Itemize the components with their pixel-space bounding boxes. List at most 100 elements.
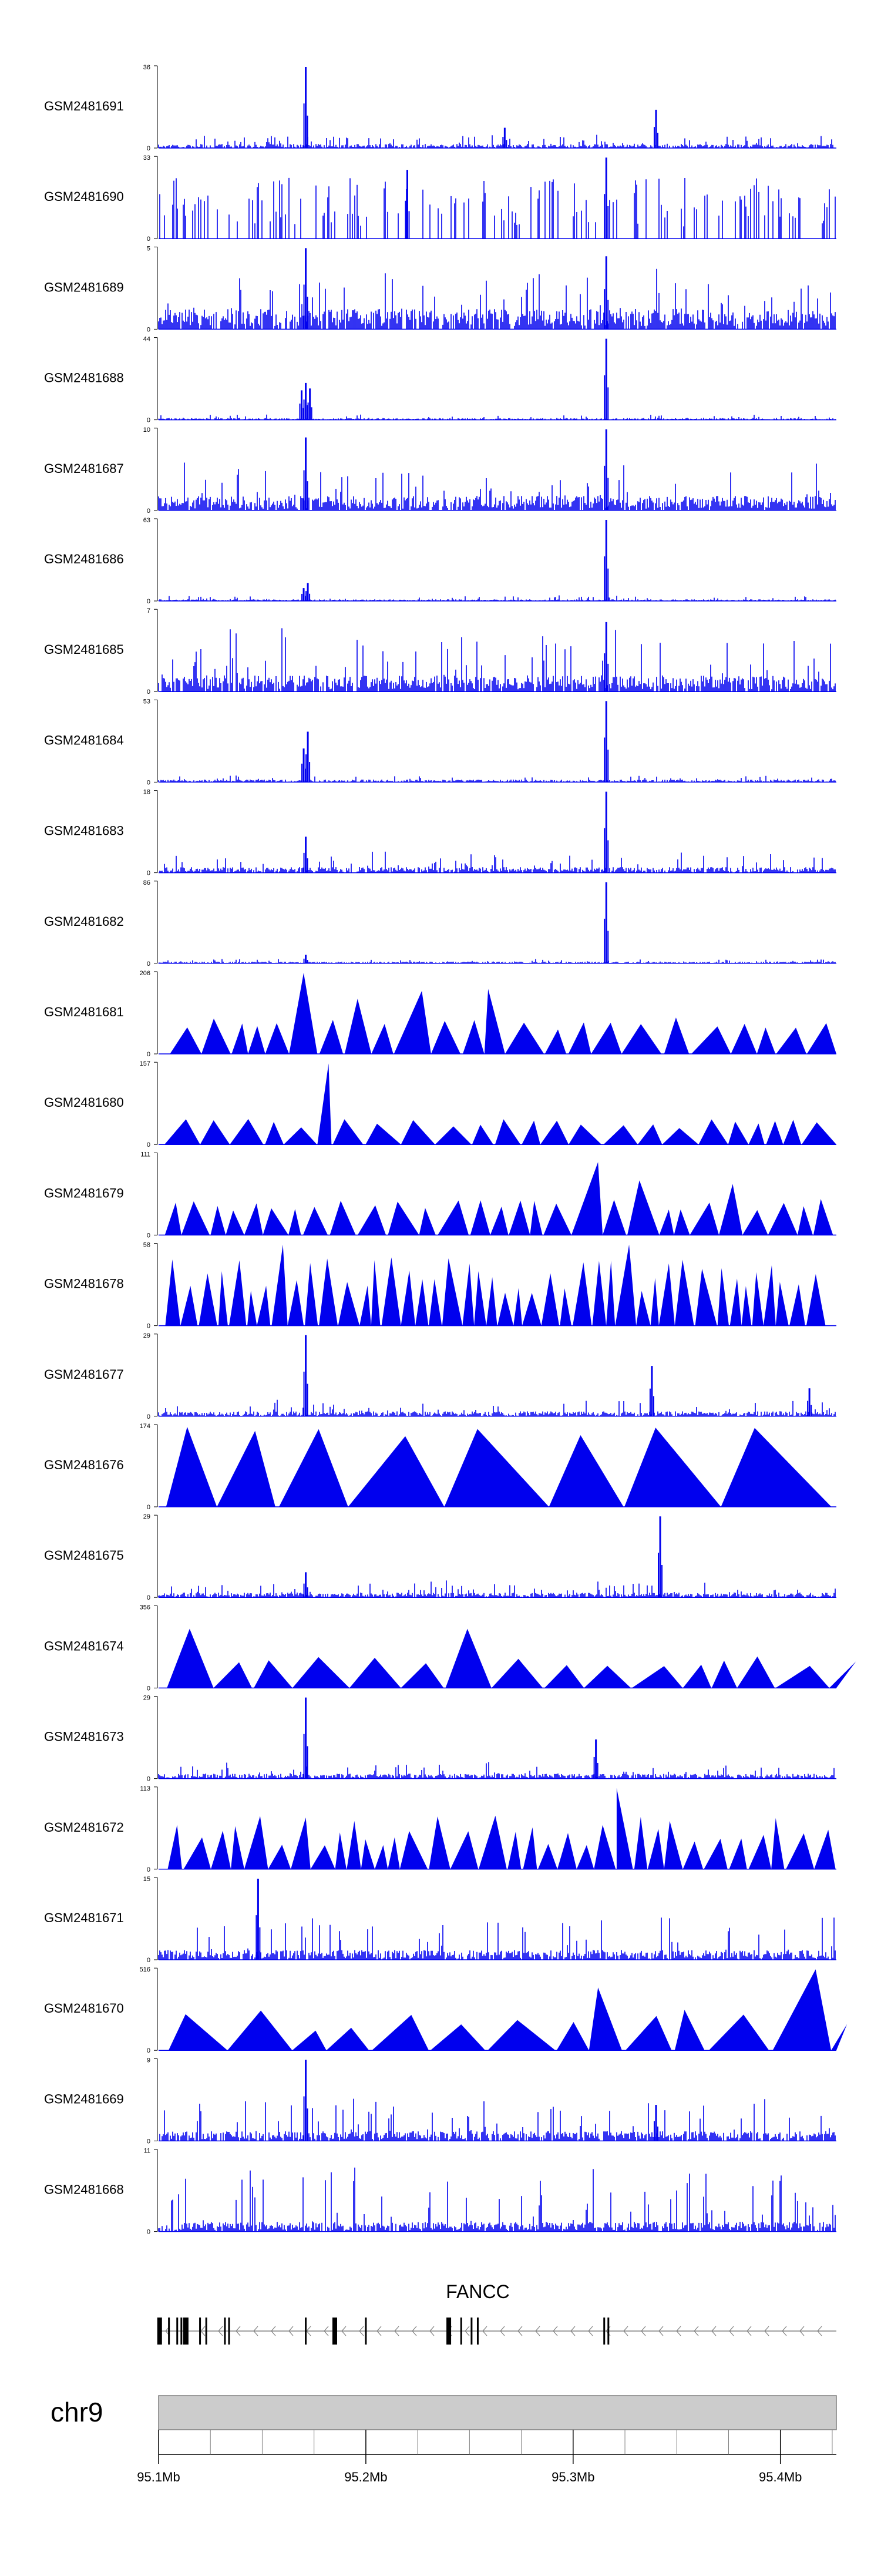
- signal-peak: [201, 1018, 231, 1054]
- strand-arrow: [658, 2326, 664, 2336]
- signal-peak: [168, 2014, 228, 2051]
- signal-peak: [388, 1201, 419, 1235]
- signal-peak: [319, 1258, 338, 1326]
- y-max-label: 10: [143, 426, 150, 434]
- signal-peak: [348, 1436, 445, 1507]
- signal-peak: [557, 1833, 577, 1869]
- signal-peak: [650, 1278, 659, 1326]
- signal-peak: [495, 1119, 521, 1145]
- signal-peak: [227, 2010, 292, 2051]
- signal-bars: [158, 959, 836, 963]
- strand-arrow: [782, 2326, 787, 2336]
- track-label-GSM2481690: GSM2481690: [44, 189, 124, 204]
- signal-peak: [801, 1122, 836, 1145]
- signal-peak: [371, 1260, 381, 1326]
- signal-peak: [682, 1841, 704, 1869]
- signal-peak: [647, 1829, 664, 1869]
- signal-peak: [484, 989, 505, 1054]
- signal-peak: [813, 1199, 833, 1235]
- y-max-label: 44: [143, 336, 150, 343]
- signal-bars: [159, 851, 836, 873]
- signal-peak: [492, 1658, 543, 1688]
- signal-peak: [606, 1261, 616, 1326]
- track-label-GSM2481673: GSM2481673: [44, 1729, 124, 1744]
- signal-peak: [226, 1210, 244, 1235]
- signal-bars: [158, 2167, 836, 2232]
- signal-peak: [231, 1826, 244, 1869]
- signal-bars: [158, 414, 836, 420]
- signal-bars: [158, 135, 835, 148]
- signal-peak: [291, 1817, 311, 1869]
- signal-peak: [181, 1201, 210, 1235]
- signal-peak: [695, 1268, 717, 1326]
- signal-peak: [218, 1271, 228, 1326]
- signal-peak: [691, 1026, 731, 1054]
- signal-peak: [698, 1119, 728, 1145]
- signal-peak: [217, 1430, 275, 1507]
- signal-peak: [357, 1205, 386, 1235]
- track-label-GSM2481669: GSM2481669: [44, 2091, 124, 2106]
- y-zero-label: 0: [147, 1504, 150, 1511]
- signal-peak: [786, 1833, 815, 1869]
- y-zero-label: 0: [147, 870, 150, 877]
- gene-exon: [460, 2318, 462, 2345]
- signal-peak: [806, 1023, 836, 1054]
- strand-arrow: [553, 2326, 558, 2336]
- signal-peak: [556, 2022, 589, 2051]
- signal-peak: [704, 1839, 728, 1869]
- y-max-label: 29: [143, 1695, 150, 1702]
- chromosome-ideogram: [158, 2395, 837, 2430]
- y-max-label: 157: [140, 1060, 150, 1067]
- strand-arrow: [799, 2326, 805, 2336]
- y-zero-label: 0: [147, 326, 150, 333]
- signal-peak: [310, 1845, 335, 1869]
- signal-peak: [538, 1843, 557, 1869]
- signal-peak: [576, 1845, 594, 1869]
- strand-arrow: [324, 2326, 329, 2336]
- signal-peak: [771, 1818, 785, 1869]
- signal-peak: [507, 1832, 522, 1869]
- signal-peak: [522, 1292, 542, 1326]
- signal-peak: [344, 999, 372, 1054]
- y-max-label: 9: [147, 2057, 150, 2064]
- gene-exon: [186, 2318, 189, 2345]
- signal-peak: [560, 1288, 571, 1326]
- y-zero-label: 0: [147, 236, 150, 243]
- strand-arrow: [253, 2326, 258, 2336]
- gene-exon: [332, 2318, 337, 2345]
- signal-peak: [265, 1121, 284, 1145]
- signal-peak: [303, 1207, 328, 1235]
- signal-peak: [658, 1263, 675, 1326]
- signal-peak: [509, 1200, 530, 1235]
- signal-bars: [158, 1917, 836, 1960]
- signal-peak: [164, 1203, 181, 1235]
- strand-arrow: [588, 2326, 593, 2336]
- y-max-label: 18: [143, 789, 150, 796]
- gene-exon: [168, 2318, 170, 2345]
- track-label-GSM2481682: GSM2481682: [44, 914, 124, 929]
- signal-peak: [541, 1273, 560, 1326]
- signal-peak: [729, 1278, 742, 1326]
- x-tick-label: 95.4Mb: [759, 2470, 802, 2484]
- y-max-label: 7: [147, 607, 150, 614]
- gene-exon: [176, 2318, 179, 2345]
- gene-exon: [305, 2318, 307, 2345]
- strand-arrow: [394, 2326, 399, 2336]
- signal-bars: [158, 1762, 835, 1779]
- signal-peak: [523, 1827, 537, 1869]
- signal-peak: [326, 2027, 369, 2051]
- signal-peak: [621, 1024, 662, 1054]
- signal-peak: [478, 1815, 507, 1869]
- signal-peak: [573, 1262, 592, 1326]
- signal-peak: [487, 2020, 556, 2051]
- signal-peak: [631, 1666, 683, 1688]
- signal-peak: [288, 1209, 301, 1235]
- signal-peak: [603, 1200, 627, 1235]
- signal-bars: [158, 462, 836, 511]
- signal-peak: [772, 1969, 832, 2051]
- signal-peak: [268, 1845, 291, 1869]
- signal-peak: [571, 1162, 603, 1235]
- signal-peak: [167, 1628, 214, 1688]
- strand-arrow: [570, 2326, 576, 2336]
